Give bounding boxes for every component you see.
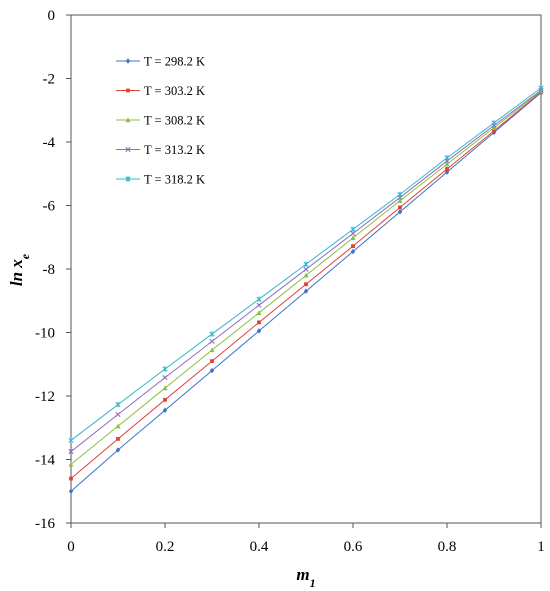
data-point	[162, 385, 168, 391]
data-point	[115, 411, 121, 418]
data-point	[209, 367, 215, 374]
data-point	[350, 235, 356, 241]
legend-marker	[125, 117, 131, 123]
data-point	[444, 161, 450, 167]
legend-label: T = 313.2 K	[144, 143, 205, 157]
data-point	[303, 261, 309, 267]
y-tick-label: -16	[35, 516, 55, 532]
data-point	[162, 407, 168, 413]
data-point	[397, 191, 403, 198]
data-point	[304, 282, 308, 287]
x-tick-label: 0.8	[438, 539, 457, 555]
legend-label: T = 308.2 K	[144, 114, 205, 128]
data-point	[256, 296, 262, 302]
series-1	[68, 90, 544, 494]
x-tick-label: 0.4	[250, 539, 269, 555]
data-point	[303, 266, 309, 272]
data-point	[256, 302, 262, 308]
legend: T = 298.2 K T = 303.2 K T = 308.2 K T = 313…	[116, 55, 205, 187]
legend-marker	[125, 146, 131, 153]
data-point	[163, 397, 167, 402]
data-point	[116, 436, 120, 441]
data-point	[68, 461, 74, 467]
data-point	[492, 128, 496, 133]
x-tick-label: 0	[67, 539, 75, 555]
x-tick-label: 0.6	[344, 539, 363, 555]
data-point	[397, 209, 403, 215]
series-5	[68, 85, 544, 444]
data-point	[68, 488, 74, 494]
x-tick-label: 0.2	[156, 539, 175, 555]
data-point	[69, 476, 73, 481]
y-tick-label: -14	[35, 453, 55, 469]
legend-marker	[125, 58, 131, 64]
data-point	[68, 448, 74, 455]
data-point	[209, 331, 215, 337]
data-point	[351, 244, 355, 249]
legend-label: T = 318.2 K	[144, 173, 205, 187]
data-point	[115, 423, 121, 429]
data-point	[210, 359, 214, 363]
y-tick-label: -4	[43, 135, 56, 151]
legend-item: T = 303.2 K	[116, 84, 205, 98]
data-point	[491, 125, 497, 130]
data-point	[398, 205, 402, 210]
y-tick-label: -10	[35, 326, 55, 342]
data-point	[350, 230, 356, 237]
data-point	[350, 226, 356, 233]
legend-label: T = 303.2 K	[144, 84, 205, 98]
legend-marker	[126, 88, 130, 93]
data-point	[303, 272, 309, 278]
legend-item: T = 313.2 K	[116, 143, 205, 157]
x-axis-title: m1	[296, 565, 315, 590]
y-axis-title: ln xe	[7, 253, 32, 286]
data-point	[257, 320, 261, 325]
legend-item: T = 298.2 K	[116, 55, 205, 69]
data-point	[162, 366, 168, 372]
y-tick-label: -2	[43, 72, 56, 88]
data-point	[397, 198, 403, 203]
data-point	[162, 374, 168, 381]
data-point	[256, 328, 262, 334]
data-point	[209, 338, 215, 344]
legend-item: T = 318.2 K	[116, 173, 205, 187]
y-tick-label: -6	[43, 199, 56, 215]
x-tick-label: 1	[537, 539, 545, 555]
data-point	[256, 310, 262, 316]
y-tick-label: -12	[35, 389, 55, 405]
data-point	[445, 167, 449, 171]
data-point	[209, 347, 215, 353]
legend-marker	[125, 176, 131, 182]
x-axis: 0 0.2 0.4 0.6 0.8 1	[67, 523, 545, 555]
data-point	[115, 447, 121, 453]
data-point	[68, 437, 74, 444]
legend-label: T = 298.2 K	[144, 55, 205, 69]
y-tick-label: 0	[48, 8, 56, 24]
legend-item: T = 308.2 K	[116, 114, 205, 128]
series-layer	[68, 85, 544, 494]
y-tick-label: -8	[43, 262, 56, 278]
data-point	[350, 248, 356, 255]
data-point	[491, 120, 497, 126]
data-point	[538, 85, 544, 91]
y-axis: 0 -2 -4 -6 -8 -10 -12 -14 -16	[35, 8, 71, 532]
data-point	[115, 401, 121, 408]
data-point	[303, 288, 309, 294]
data-point	[444, 155, 450, 161]
